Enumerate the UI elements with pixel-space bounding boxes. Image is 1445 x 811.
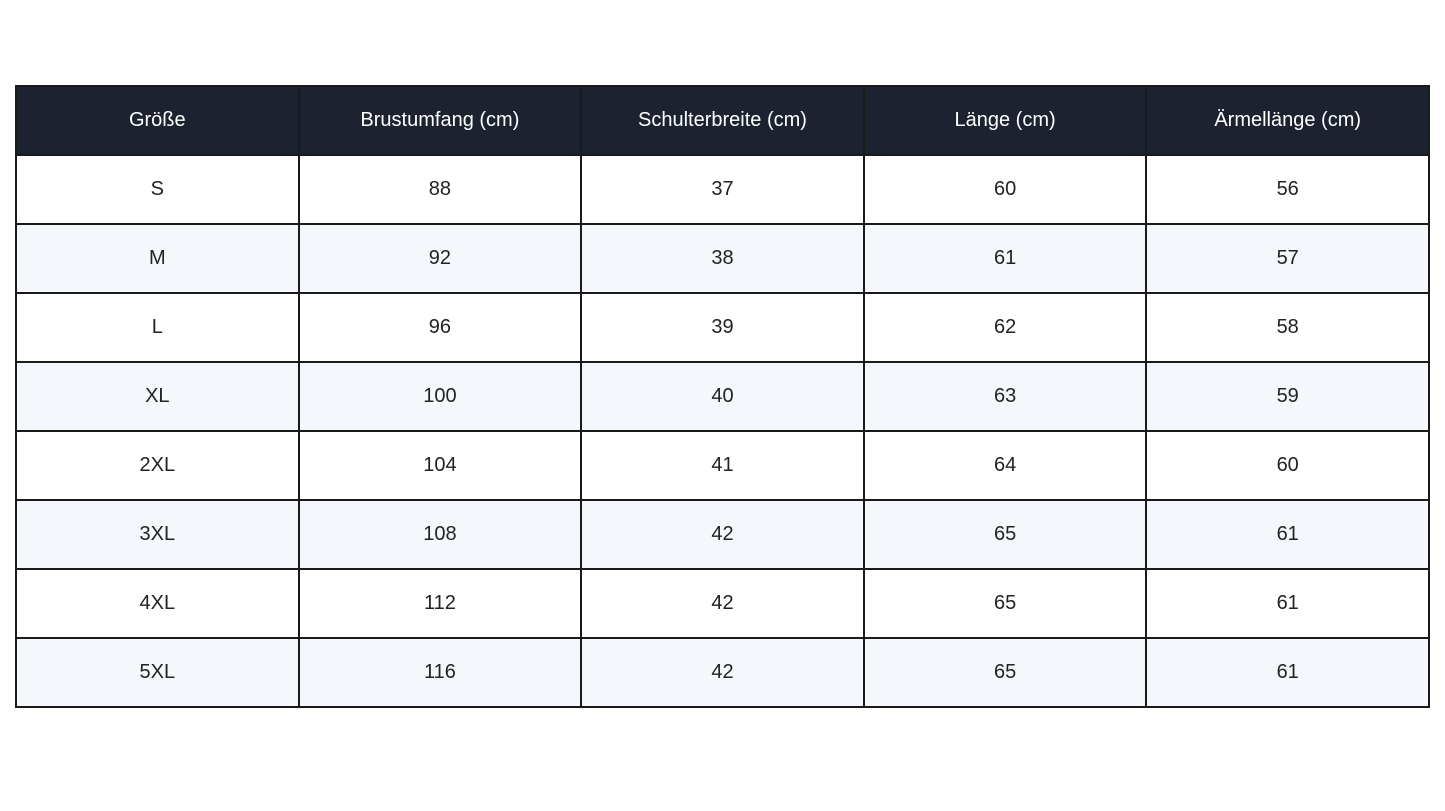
table-cell: 60 bbox=[1145, 430, 1430, 501]
table-cell: 88 bbox=[297, 154, 583, 225]
table-cell: 56 bbox=[1145, 154, 1430, 225]
table-cell: 42 bbox=[580, 568, 865, 639]
table-cell: 92 bbox=[297, 223, 583, 294]
table-row: XL 100 40 63 59 bbox=[15, 361, 1430, 432]
table-cell: 61 bbox=[1145, 637, 1430, 708]
table-body: S 88 37 60 56 M 92 38 61 57 L 96 39 62 58 XL 100 40 63 59 2X… bbox=[15, 154, 1430, 708]
table-cell: 38 bbox=[580, 223, 865, 294]
table-cell: 40 bbox=[580, 361, 865, 432]
table-row: 5XL 116 42 65 61 bbox=[15, 637, 1430, 708]
header-row: Größe Brustumfang (cm) Schulterbreite (cm)… bbox=[15, 85, 1430, 156]
table-cell: 96 bbox=[297, 292, 583, 363]
header-cell: Brustumfang (cm) bbox=[297, 85, 583, 156]
table-cell: 5XL bbox=[15, 637, 300, 708]
table-cell: 37 bbox=[580, 154, 865, 225]
table-cell: 42 bbox=[580, 499, 865, 570]
table-row: 3XL 108 42 65 61 bbox=[15, 499, 1430, 570]
table-cell: 63 bbox=[862, 361, 1148, 432]
table-cell: M bbox=[15, 223, 300, 294]
header-cell: Größe bbox=[15, 85, 300, 156]
table-cell: L bbox=[15, 292, 300, 363]
table-cell: 108 bbox=[297, 499, 583, 570]
size-table: Größe Brustumfang (cm) Schulterbreite (cm)… bbox=[15, 85, 1430, 708]
table-cell: 2XL bbox=[15, 430, 300, 501]
table-cell: 112 bbox=[297, 568, 583, 639]
table-cell: 104 bbox=[297, 430, 583, 501]
table-cell: S bbox=[15, 154, 300, 225]
table-cell: 61 bbox=[862, 223, 1148, 294]
table-cell: 60 bbox=[862, 154, 1148, 225]
table-cell: XL bbox=[15, 361, 300, 432]
table-cell: 4XL bbox=[15, 568, 300, 639]
header-cell: Länge (cm) bbox=[862, 85, 1148, 156]
table-row: 2XL 104 41 64 60 bbox=[15, 430, 1430, 501]
table-cell: 59 bbox=[1145, 361, 1430, 432]
table-cell: 39 bbox=[580, 292, 865, 363]
table-cell: 65 bbox=[862, 568, 1148, 639]
table-cell: 100 bbox=[297, 361, 583, 432]
table-row: S 88 37 60 56 bbox=[15, 154, 1430, 225]
header-cell: Ärmellänge (cm) bbox=[1145, 85, 1430, 156]
table-cell: 41 bbox=[580, 430, 865, 501]
table-row: L 96 39 62 58 bbox=[15, 292, 1430, 363]
table-row: 4XL 112 42 65 61 bbox=[15, 568, 1430, 639]
table-cell: 58 bbox=[1145, 292, 1430, 363]
table-cell: 65 bbox=[862, 637, 1148, 708]
table-row: M 92 38 61 57 bbox=[15, 223, 1430, 294]
table-cell: 62 bbox=[862, 292, 1148, 363]
table-cell: 61 bbox=[1145, 568, 1430, 639]
header-cell: Schulterbreite (cm) bbox=[580, 85, 865, 156]
table-cell: 65 bbox=[862, 499, 1148, 570]
table-cell: 42 bbox=[580, 637, 865, 708]
table-cell: 64 bbox=[862, 430, 1148, 501]
table-cell: 3XL bbox=[15, 499, 300, 570]
table-cell: 116 bbox=[297, 637, 583, 708]
table-cell: 61 bbox=[1145, 499, 1430, 570]
table-cell: 57 bbox=[1145, 223, 1430, 294]
